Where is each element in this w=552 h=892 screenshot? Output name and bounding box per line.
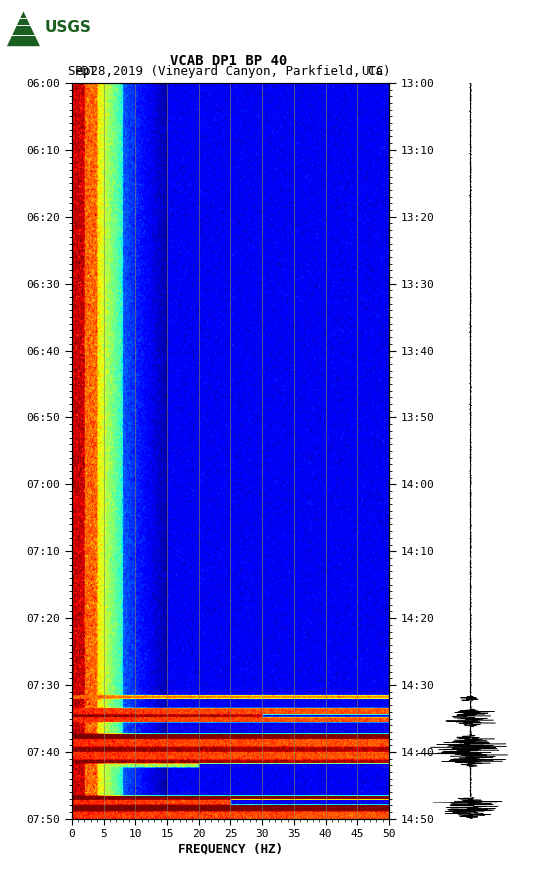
Text: PDT: PDT [75, 65, 97, 78]
Text: VCAB DP1 BP 40: VCAB DP1 BP 40 [171, 54, 288, 68]
Text: Sep28,2019 (Vineyard Canyon, Parkfield, Ca): Sep28,2019 (Vineyard Canyon, Parkfield, … [68, 65, 390, 78]
Text: USGS: USGS [45, 21, 92, 35]
Polygon shape [7, 12, 40, 46]
Text: UTC: UTC [361, 65, 384, 78]
X-axis label: FREQUENCY (HZ): FREQUENCY (HZ) [178, 842, 283, 855]
